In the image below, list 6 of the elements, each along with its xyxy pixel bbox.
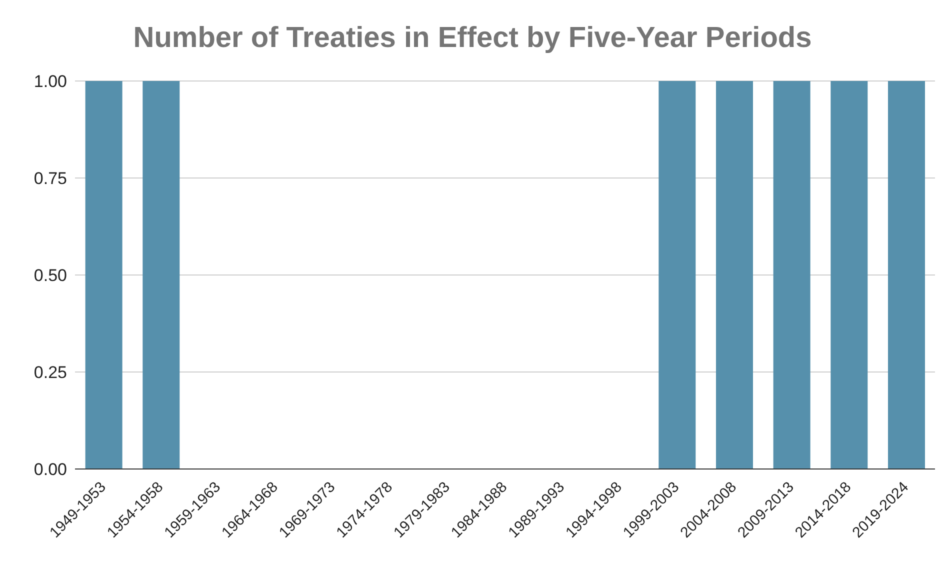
chart-title: Number of Treaties in Effect by Five-Year Periods: [132, 20, 813, 56]
y-tick-label: 0.75: [34, 169, 67, 188]
y-tick-label: 1.00: [34, 72, 67, 92]
y-tick-label: 0.25: [34, 363, 67, 382]
y-tick-label: 0.00: [34, 460, 67, 480]
y-tick-label: 0.50: [34, 266, 67, 286]
